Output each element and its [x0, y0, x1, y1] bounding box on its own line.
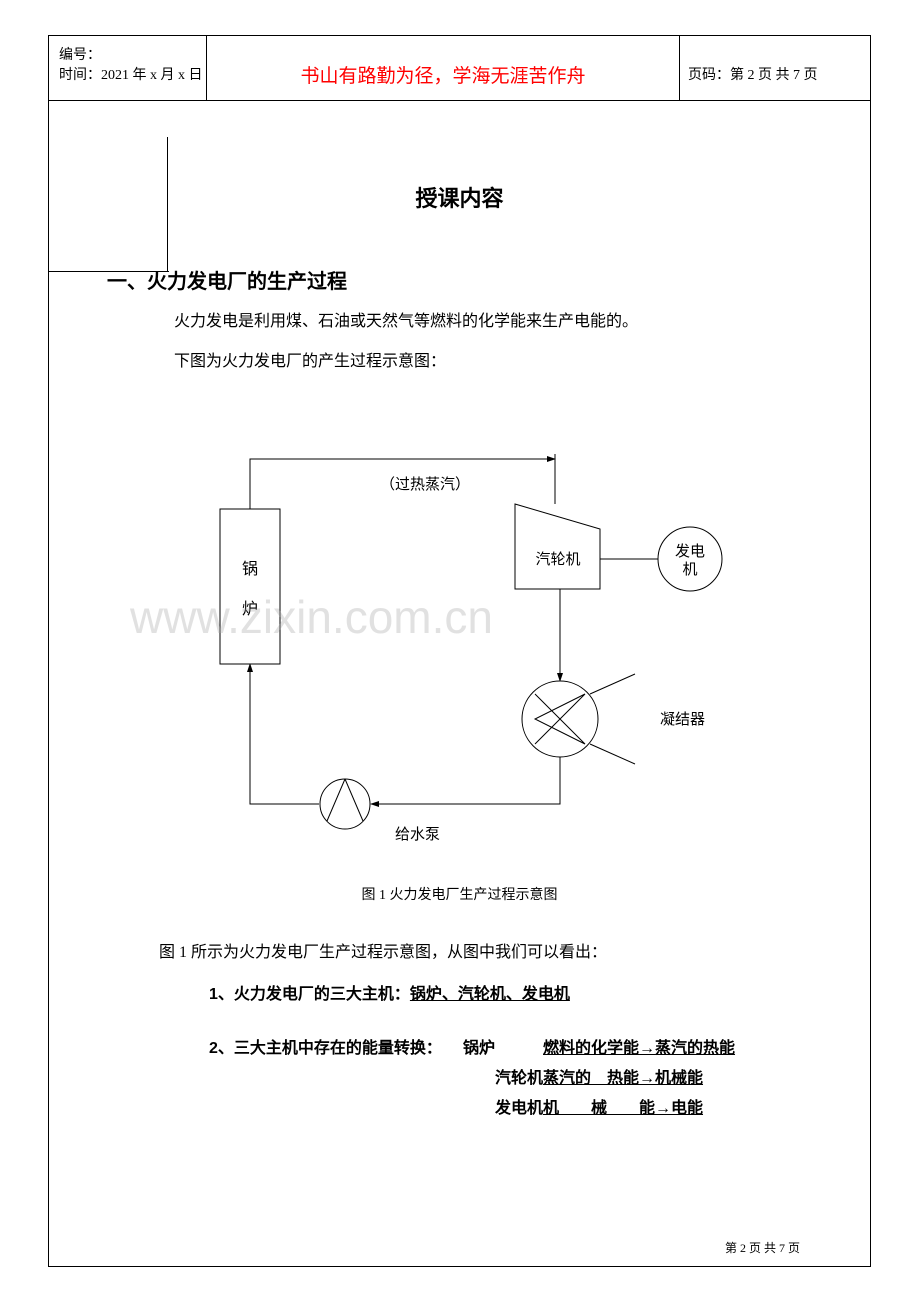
steam-label: （过热蒸汽） — [380, 476, 470, 493]
conv-3-machine-text: 发电机 — [495, 1100, 543, 1117]
conv-2-machine: 汽轮机 — [209, 1064, 543, 1094]
turbine-node — [515, 504, 600, 589]
header-page-label: 页码：第 2 页 共 7 页 — [680, 36, 870, 100]
edge-condenser-out1 — [590, 674, 635, 694]
pump-node — [320, 779, 370, 829]
condenser-label: 凝结器 — [660, 711, 705, 728]
boiler-node — [220, 509, 280, 664]
process-diagram: 锅 炉 （过热蒸汽） 汽轮机 发电 机 凝结器 给水泵 — [130, 414, 790, 854]
header-left-cell: 编号： 时间：2021 年 x 月 x 日 — [49, 36, 207, 100]
turbine-label: 汽轮机 — [535, 551, 580, 568]
pump-label: 给水泵 — [395, 826, 440, 843]
edge-condenser-out2 — [590, 744, 635, 764]
page-footer: 第 2 页 共 7 页 — [725, 1239, 800, 1256]
section-heading: 一、火力发电厂的生产过程 — [107, 265, 820, 294]
conv-1-machine: 锅炉 — [463, 1034, 543, 1064]
bullet-1-underline: 锅炉、汽轮机、发电机 — [410, 986, 570, 1003]
boiler-label-1: 锅 — [241, 560, 257, 578]
conv-row-2: 汽轮机 蒸汽的 热能→机械能 — [209, 1064, 820, 1094]
paragraph-2: 下图为火力发电厂的产生过程示意图： — [174, 350, 820, 374]
figure-caption: 图 1 火力发电厂生产过程示意图 — [99, 884, 820, 904]
generator-label-2: 机 — [682, 561, 697, 578]
header-stub-horizontal — [49, 271, 169, 272]
doc-number-label: 编号： — [59, 46, 206, 66]
conv-1-value: 燃料的化学能→蒸汽的热能 — [543, 1034, 735, 1064]
header-stub-vertical — [49, 137, 168, 271]
conv-3-value: 机 械 能→电能 — [543, 1094, 703, 1124]
conv-2-machine-text: 汽轮机 — [495, 1070, 543, 1087]
content-area: 一、火力发电厂的生产过程 火力发电是利用煤、石油或天然气等燃料的化学能来生产电能… — [49, 265, 870, 1124]
boiler-label-2: 炉 — [241, 600, 257, 618]
generator-label-1: 发电 — [674, 543, 704, 560]
header-center-motto: 书山有路勤为径，学海无涯苦作舟 — [207, 36, 680, 100]
lesson-title: 授课内容 — [49, 181, 870, 213]
conv-3-machine: 发电机 — [209, 1094, 543, 1124]
conv-row-1: 2、三大主机中存在的能量转换： 锅炉 燃料的化学能→蒸汽的热能 — [209, 1034, 820, 1064]
bullet-1-prefix: 1、火力发电厂的三大主机： — [209, 986, 410, 1003]
energy-conversion-block: 2、三大主机中存在的能量转换： 锅炉 燃料的化学能→蒸汽的热能 汽轮机 蒸汽的 … — [209, 1034, 820, 1124]
edge-condenser-pump — [371, 757, 560, 804]
bullet-1: 1、火力发电厂的三大主机：锅炉、汽轮机、发电机 — [209, 980, 820, 1004]
page-border: 编号： 时间：2021 年 x 月 x 日 书山有路勤为径，学海无涯苦作舟 页码… — [48, 35, 871, 1267]
paragraph-after-figure: 图 1 所示为火力发电厂生产过程示意图，从图中我们可以看出： — [159, 938, 820, 962]
paragraph-1: 火力发电是利用煤、石油或天然气等燃料的化学能来生产电能的。 — [174, 310, 820, 334]
header-row: 编号： 时间：2021 年 x 月 x 日 书山有路勤为径，学海无涯苦作舟 页码… — [49, 36, 870, 101]
conv-intro: 2、三大主机中存在的能量转换： — [209, 1034, 463, 1064]
edge-pump-boiler — [250, 664, 319, 804]
doc-date-label: 时间：2021 年 x 月 x 日 — [59, 66, 206, 86]
conv-row-3: 发电机 机 械 能→电能 — [209, 1094, 820, 1124]
conv-2-value: 蒸汽的 热能→机械能 — [543, 1064, 703, 1094]
